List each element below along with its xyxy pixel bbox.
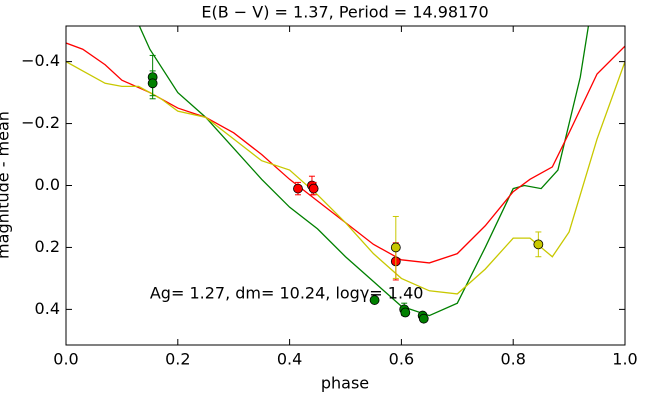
y-tick-label: 0.4 xyxy=(35,299,60,318)
data-point xyxy=(369,295,380,305)
data-point xyxy=(400,307,411,318)
y-tick-label: 0.0 xyxy=(35,175,60,194)
data-point xyxy=(293,183,303,194)
curve xyxy=(138,26,590,317)
y-axis-label: magnitude - mean xyxy=(0,111,13,259)
y-tick-label: −0.4 xyxy=(21,51,60,70)
x-tick-label: 1.0 xyxy=(612,350,637,369)
data-point xyxy=(308,183,319,194)
x-tick-label: 0.0 xyxy=(53,350,78,369)
curve xyxy=(66,61,625,295)
y-tick-label: 0.2 xyxy=(35,237,60,256)
annotation: Ag= 1.27, dm= 10.24, logγ= 1.40 xyxy=(150,283,424,302)
x-tick-label: 0.6 xyxy=(389,350,414,369)
plot-area xyxy=(66,26,625,324)
data-point xyxy=(390,242,401,253)
x-tick-label: 0.2 xyxy=(165,350,190,369)
data-point xyxy=(533,239,544,250)
chart-title: E(B − V) = 1.37, Period = 14.98170 xyxy=(201,3,488,22)
data-point xyxy=(418,313,429,324)
x-axis-label: phase xyxy=(321,374,369,393)
x-tick-label: 0.8 xyxy=(500,350,525,369)
y-tick-label: −0.2 xyxy=(21,113,60,132)
data-point xyxy=(147,78,158,89)
x-tick-label: 0.4 xyxy=(277,350,302,369)
